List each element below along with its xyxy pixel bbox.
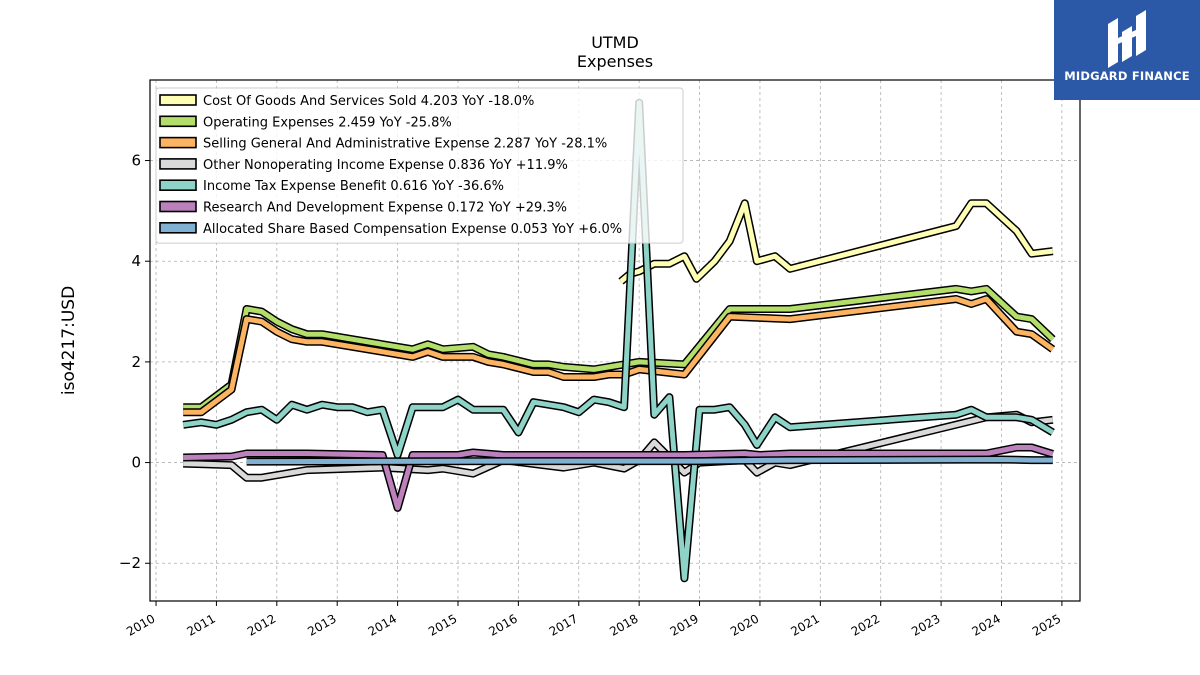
series-core: [183, 286, 1055, 410]
legend-entry: Cost Of Goods And Services Sold 4.203 Yo…: [203, 94, 534, 109]
legend-entry: Other Nonoperating Income Expense 0.836 …: [203, 158, 568, 173]
y-tick-label: 0: [131, 454, 141, 472]
legend-entry: Selling General And Administrative Expen…: [203, 137, 607, 152]
legend-swatch: [159, 158, 197, 170]
axes-frame: [149, 79, 1081, 602]
chart-title: UTMD: [591, 33, 639, 52]
y-tick-label: −2: [119, 554, 141, 572]
series-outline: [618, 199, 1054, 285]
x-tick-label: 2015: [426, 611, 459, 638]
legend-swatch: [159, 179, 197, 191]
legend-swatch: [159, 115, 197, 128]
x-tick-label: 2013: [305, 611, 338, 638]
series-line-5: [182, 98, 1055, 583]
legend-entry: Operating Expenses 2.459 YoY -25.8%: [203, 115, 452, 130]
x-tick-label: 2020: [728, 611, 761, 638]
series-line-6: [183, 443, 1054, 512]
brand-logo: MIDGARD FINANCE: [1054, 0, 1200, 100]
chart-subtitle: Expenses: [577, 52, 653, 71]
legend-swatch: [159, 94, 197, 106]
series-core: [246, 457, 1053, 465]
x-tick-label: 2022: [849, 611, 882, 638]
legend: Cost Of Goods And Services Sold 4.203 Yo…: [155, 87, 684, 244]
legend-entry: Allocated Share Based Compensation Expen…: [203, 222, 622, 237]
series-core: [182, 100, 1055, 581]
legend-swatch: [159, 222, 197, 234]
x-tick-label: 2016: [486, 611, 519, 638]
x-tick-label: 2012: [245, 611, 278, 638]
legend-entry: Research And Development Expense 0.172 Y…: [203, 201, 567, 216]
legend-swatch: [159, 200, 197, 213]
x-tick-label: 2019: [668, 611, 701, 638]
y-tick-label: 2: [131, 353, 141, 371]
midgard-logo-icon: [1108, 10, 1146, 68]
series-line-3: [183, 295, 1056, 417]
x-tick-label: 2023: [909, 611, 942, 638]
x-tick-label: 2014: [366, 611, 399, 638]
x-tick-label: 2017: [547, 611, 580, 638]
series-layer: [182, 98, 1056, 583]
y-tick-label: 4: [131, 252, 141, 270]
series-line-7: [246, 455, 1053, 466]
y-axis-label: iso4217:USD: [59, 286, 79, 395]
series-outline: [183, 295, 1056, 417]
series-core: [619, 200, 1054, 284]
legend-entry: Income Tax Expense Benefit 0.616 YoY -36…: [203, 179, 504, 194]
x-tick-label: 2010: [124, 611, 157, 638]
series-core: [183, 445, 1054, 511]
series-line-1: [618, 199, 1054, 285]
x-tick-label: 2024: [970, 611, 1003, 638]
x-tick-label: 2018: [607, 611, 640, 638]
series-core: [183, 296, 1055, 415]
series-line-4: [183, 410, 1054, 482]
series-core: [183, 412, 1054, 481]
legend-swatch: [159, 136, 197, 149]
series-line-2: [183, 284, 1056, 412]
x-tick-label: 2011: [184, 611, 217, 638]
legend-box: [155, 87, 684, 244]
y-tick-label: 6: [131, 152, 141, 170]
x-tick-label: 2025: [1030, 611, 1063, 638]
brand-name: MIDGARD FINANCE: [1064, 69, 1190, 83]
x-tick-label: 2021: [788, 611, 821, 638]
